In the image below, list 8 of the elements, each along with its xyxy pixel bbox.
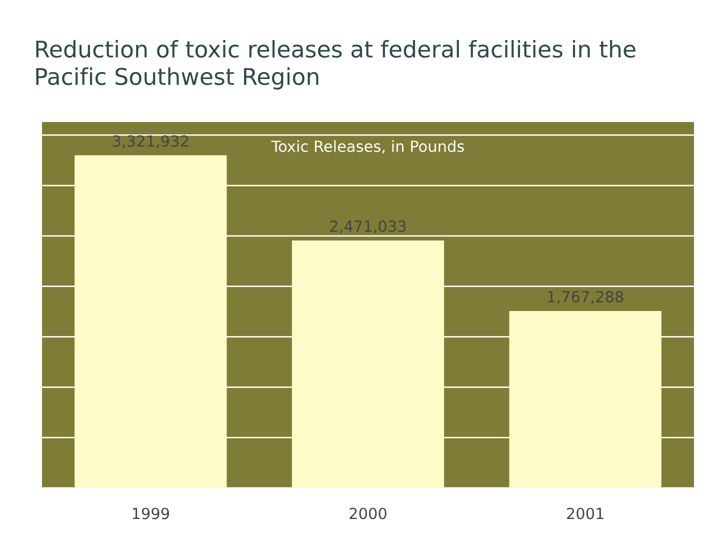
x-tick-label: 2001 <box>567 508 604 520</box>
x-tick-label: 2000 <box>350 508 386 520</box>
data-label: 3,321,932 <box>112 135 188 148</box>
text: Toxic Releases, in Pounds <box>271 140 464 154</box>
chart-title: Reduction of toxic releases at federal facilities in the Pacific Southwest Region <box>36 40 636 90</box>
x-tick-label: 1999 <box>132 508 170 520</box>
data-label: 1,767,288 <box>548 290 624 304</box>
data-label: 2,471,033 <box>330 220 406 234</box>
